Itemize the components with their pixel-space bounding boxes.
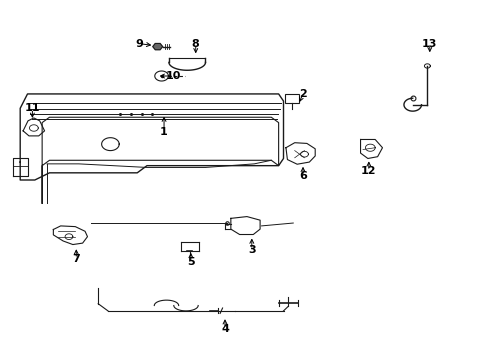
Text: 4: 4 [221, 324, 228, 334]
Text: 11: 11 [24, 103, 40, 113]
Text: 5: 5 [187, 257, 194, 267]
Bar [285, 94, 299, 103]
Text: 6: 6 [299, 171, 306, 181]
Text: 9: 9 [136, 39, 143, 49]
Text: 7: 7 [72, 254, 80, 264]
Polygon shape [153, 44, 162, 50]
Text: 1: 1 [160, 127, 167, 136]
Text: 2: 2 [299, 89, 306, 99]
Text: 3: 3 [247, 245, 255, 255]
Text: 10: 10 [166, 71, 181, 81]
Text: 12: 12 [360, 166, 376, 176]
Text: 13: 13 [421, 39, 437, 49]
Text: 8: 8 [191, 39, 199, 49]
